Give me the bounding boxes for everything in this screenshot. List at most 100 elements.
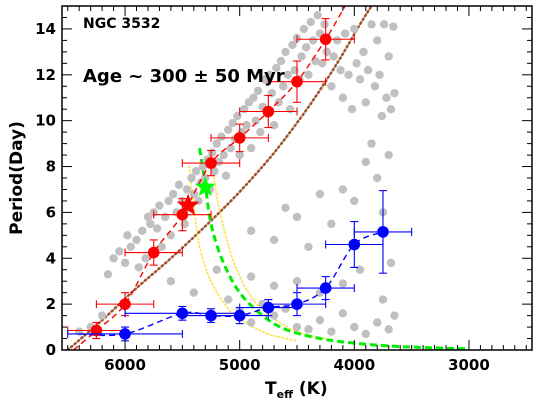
background-point	[327, 82, 336, 91]
background-point	[123, 231, 132, 240]
background-point	[168, 189, 178, 199]
background-point	[350, 322, 359, 332]
background-point	[132, 235, 141, 245]
background-point	[281, 203, 290, 213]
background-point	[288, 40, 297, 50]
background-point	[361, 157, 370, 167]
background-point	[235, 150, 244, 160]
background-point	[384, 325, 393, 334]
background-point	[189, 189, 199, 199]
background-point	[217, 132, 226, 141]
background-point	[219, 150, 228, 160]
background-point	[251, 116, 260, 125]
background-point	[246, 226, 256, 235]
background-point	[174, 180, 184, 190]
background-point	[329, 52, 338, 61]
background-point	[269, 235, 279, 245]
lower-sequence-point	[348, 238, 361, 251]
background-point	[347, 105, 357, 114]
background-point	[134, 263, 144, 272]
upper-sequence-point	[262, 105, 275, 118]
background-point	[367, 20, 376, 29]
background-point	[304, 242, 313, 251]
lower-sequence-points	[67, 190, 413, 342]
background-point	[180, 219, 189, 229]
background-point	[138, 226, 147, 235]
background-point	[299, 24, 309, 34]
background-point	[390, 311, 399, 320]
yellow-model-curve-a	[188, 165, 298, 342]
background-point	[246, 272, 256, 281]
background-point	[285, 105, 295, 114]
lower-sequence-point	[119, 328, 131, 340]
upper-sequence-point	[291, 75, 303, 88]
background-point	[340, 29, 350, 38]
background-point	[322, 47, 332, 57]
background-point	[233, 111, 242, 121]
background-point	[246, 143, 256, 153]
background-point	[281, 47, 290, 57]
y-tick-label: 14	[35, 20, 56, 38]
background-point	[377, 111, 387, 121]
star-markers	[176, 176, 216, 216]
background-point	[373, 36, 382, 45]
background-point	[304, 325, 313, 334]
background-point	[350, 24, 359, 34]
background-point	[240, 105, 249, 114]
background-point	[338, 279, 348, 288]
background-point	[269, 121, 279, 130]
background-point	[389, 22, 398, 31]
background-point	[242, 121, 251, 130]
background-point	[361, 98, 370, 107]
background-point	[269, 281, 279, 290]
brown-model-curve	[66, 6, 373, 350]
background-point	[143, 212, 153, 222]
background-point	[152, 224, 162, 233]
background-point	[344, 70, 353, 80]
background-point	[382, 93, 391, 102]
background-point	[166, 277, 176, 286]
y-axis-title: Period(Day)	[7, 121, 27, 235]
y-tick-label: 2	[46, 295, 56, 313]
background-point	[207, 148, 217, 157]
background-point	[155, 201, 164, 210]
upper-sequence-point	[319, 33, 332, 46]
background-point	[297, 52, 306, 61]
background-point	[160, 212, 170, 222]
age-label: Age ~ 300 ± 50 Myr	[83, 66, 285, 87]
background-point	[212, 139, 221, 148]
background-point	[320, 20, 329, 29]
background-point	[198, 162, 208, 171]
background-point	[272, 63, 281, 73]
background-point	[379, 20, 389, 29]
background-point	[359, 47, 368, 57]
background-point	[363, 66, 373, 75]
background-point	[327, 327, 336, 336]
lower-sequence-point	[319, 282, 332, 294]
background-point	[253, 86, 263, 96]
x-tick-label: 5000	[219, 356, 261, 374]
background-point	[355, 265, 365, 274]
background-point	[189, 288, 199, 297]
background-point	[187, 173, 196, 183]
x-axis-title-unit: (K)	[293, 379, 328, 399]
background-point	[338, 309, 348, 318]
background-point	[292, 322, 302, 332]
upper-sequence-point	[205, 157, 217, 169]
upper-sequence-point	[90, 324, 103, 337]
y-tick-label: 6	[46, 203, 56, 221]
background-point	[212, 265, 221, 274]
background-point	[246, 318, 256, 327]
y-tick-label: 12	[35, 66, 56, 84]
background-point	[306, 17, 315, 27]
background-point	[318, 59, 327, 68]
background-point	[338, 93, 348, 102]
background-point	[375, 70, 384, 80]
background-point	[370, 82, 380, 91]
axis-ticks: 6000 5000 4000 3000 0 2 4 6 8 10 12 14	[35, 5, 532, 374]
background-point	[249, 93, 258, 102]
background-point	[103, 270, 113, 279]
background-point	[279, 82, 288, 91]
x-tick-label: 4000	[333, 356, 375, 374]
